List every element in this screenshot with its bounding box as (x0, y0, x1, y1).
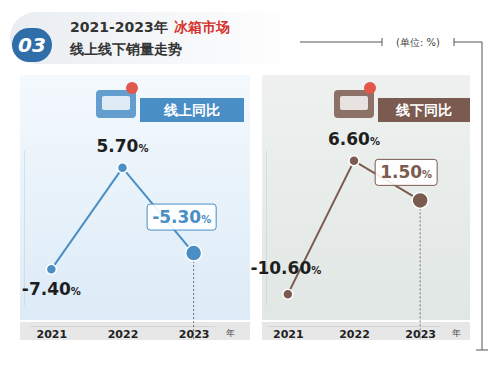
data-label-group: -5.30% (147, 204, 216, 230)
axis-strip (262, 322, 470, 340)
x-axis: 2021 2022 2023 (31, 326, 216, 341)
panel-title-background (140, 98, 244, 122)
icon-shape (364, 82, 376, 94)
panel-title: 线上同比 (163, 102, 220, 118)
data-label-number: -5.30 (152, 207, 201, 227)
data-label: 5.70% (97, 136, 149, 156)
y-axis (266, 151, 267, 306)
panel: 线下同比202120222023年-10.60%6.60%1.50% (250, 75, 470, 341)
icon-shape (96, 90, 136, 118)
panel-icon (96, 82, 138, 118)
point (186, 245, 202, 261)
x-axis-label: 年 (452, 328, 461, 338)
data-label-box (375, 159, 437, 185)
chart-root: 032021-2023年冰箱市场线上线下销量走势(单位: %)线上同比20212… (0, 0, 500, 365)
marks (46, 163, 201, 275)
panel-background (262, 75, 470, 320)
x-tick-label: 2021 (37, 328, 68, 341)
data-label-group: -7.40% (22, 279, 81, 299)
data-label: 1.50% (380, 162, 432, 182)
x-tick: 2022 (339, 326, 370, 341)
data-label-group: -10.60% (250, 258, 321, 278)
data-label-unit: % (71, 286, 81, 297)
x-tick-label: 2022 (108, 328, 139, 341)
point (412, 192, 428, 208)
x-axis: 2021 2022 2023 (269, 326, 441, 341)
data-label: 6.60% (328, 129, 380, 149)
point (46, 264, 56, 274)
data-label-unit: % (201, 214, 211, 225)
x-tick-label: 2023 (179, 328, 210, 341)
panel-icon (334, 82, 376, 118)
axis-strip (20, 322, 250, 340)
x-tick-label: 2022 (339, 328, 370, 341)
icon-shape (334, 90, 374, 118)
data-label-box (147, 204, 216, 230)
subtitle: 线上线下销量走势 (69, 41, 182, 57)
data-label: -7.40% (22, 279, 81, 299)
data-label: -10.60% (250, 258, 321, 278)
badge-background (12, 28, 52, 62)
x-tick: 2023 (405, 326, 436, 341)
header-background (10, 12, 300, 64)
data-label-group: 6.60% (328, 129, 380, 149)
x-axis-label: 年 (226, 328, 235, 338)
data-label-group: 1.50% (375, 159, 437, 185)
drop-line (420, 200, 421, 340)
data-label-unit: % (138, 143, 148, 154)
unit: (单位: %) (396, 37, 440, 48)
y-axis-line (266, 151, 267, 306)
icon-shape (126, 82, 138, 94)
title-text: 2021-2023年 (70, 19, 168, 35)
badge: 03 (18, 33, 46, 57)
data-label-number: 5.70 (97, 136, 139, 156)
point (283, 289, 293, 299)
x-tick: 2021 (273, 326, 304, 341)
x-tick: 2022 (108, 326, 139, 341)
panel-title: 线下同比 (395, 102, 452, 118)
point (349, 156, 359, 166)
panel-title-background (378, 98, 470, 122)
panel-background (20, 75, 250, 320)
data-label-number: 6.60 (328, 129, 370, 149)
x-tick: 2021 (37, 326, 68, 341)
drop-line (193, 253, 194, 340)
x-tick-label: 2021 (273, 328, 304, 341)
data-label: -5.30% (152, 207, 211, 227)
data-label-unit: % (422, 169, 432, 180)
icon-shape (340, 96, 368, 110)
data-label-group: 5.70% (97, 136, 149, 156)
data-label-number: -10.60 (250, 258, 311, 278)
panel: 线上同比202120222023年-7.40%5.70%-5.30% (20, 75, 250, 341)
data-label-unit: % (370, 136, 380, 147)
icon-shape (102, 96, 130, 110)
title: 2021-2023年冰箱市场 (70, 19, 230, 35)
data-label-number: 1.50 (380, 162, 422, 182)
x-tick-label: 2023 (405, 328, 436, 341)
x-tick: 2023 (179, 326, 210, 341)
title-highlight: 冰箱市场 (174, 19, 230, 35)
point (118, 163, 128, 173)
data-label-unit: % (311, 265, 321, 276)
data-label-number: -7.40 (22, 279, 71, 299)
